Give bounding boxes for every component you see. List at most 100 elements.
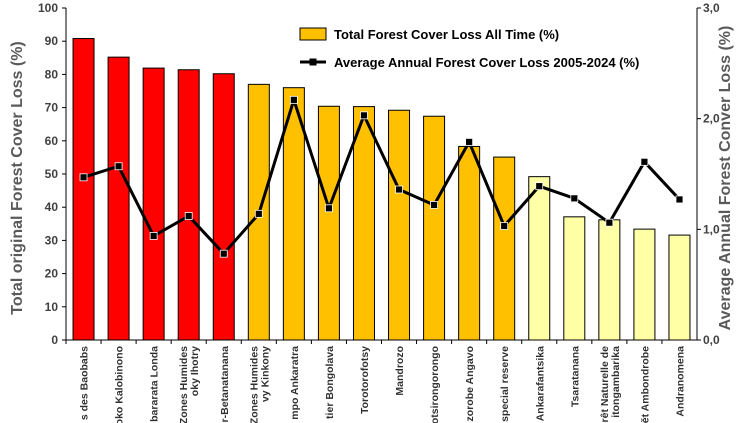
bar xyxy=(493,156,516,341)
bar xyxy=(352,106,375,341)
line-point xyxy=(79,173,88,182)
line-series xyxy=(79,95,684,258)
line-point xyxy=(570,194,579,203)
line-point xyxy=(254,209,263,218)
legend-bar-label: Total Forest Cover Loss All Time (%) xyxy=(334,27,559,42)
line-point xyxy=(500,222,509,230)
x-tick-label: mpo Ankaratra xyxy=(289,346,301,420)
x-tick-label-line: oky Ihotry xyxy=(189,346,201,396)
line-point xyxy=(675,195,684,204)
line-point xyxy=(149,232,158,240)
legend-line-marker xyxy=(309,58,317,66)
y-tick-label: 100 xyxy=(38,1,58,15)
x-tick-label: oko Kalobinono xyxy=(114,346,126,423)
x-tick-label: special reserve xyxy=(499,346,511,422)
x-tick-label-line: Andranomena xyxy=(674,346,686,417)
bar xyxy=(142,67,165,341)
y-tick-label: 10 xyxy=(45,300,59,314)
x-tick-label-line: Ankarafantsika xyxy=(534,346,546,421)
bar-group xyxy=(72,38,691,341)
y2-tick-label: 2,0 xyxy=(703,112,720,126)
legend: Total Forest Cover Loss All Time (%) Ave… xyxy=(299,27,639,70)
line-point xyxy=(640,157,649,166)
line-point xyxy=(535,182,544,191)
y2-tick-label: 1,0 xyxy=(703,222,720,236)
line-point xyxy=(114,162,123,171)
x-tick-label-line: Torotorofotsy xyxy=(359,346,371,414)
y-tick-label: 0 xyxy=(51,333,58,347)
bar xyxy=(177,69,200,341)
y-tick-label: 20 xyxy=(45,267,59,281)
x-tick-label-line: itongambarika xyxy=(610,346,622,418)
x-tick-label-line: Tsaratanana xyxy=(569,346,581,407)
y2-axis-ticks: 0,0 1,0 2,0 3,0 xyxy=(697,1,720,347)
x-axis-ticks: s des Baobabs oko Kalobinono bararata Lond… xyxy=(65,340,686,423)
line-path xyxy=(83,98,681,256)
x-tick-label-line: r-Betanatanana xyxy=(219,346,231,423)
bar xyxy=(633,228,656,341)
y-axis-label: Total original Forest Cover Loss (%) xyxy=(9,41,26,315)
bar xyxy=(317,105,340,341)
x-tick-label-line: otsirongorongo xyxy=(429,346,441,423)
x-tick-label: Andranomena xyxy=(674,346,686,417)
y-tick-label: 30 xyxy=(45,233,59,247)
line-point xyxy=(184,212,193,220)
bar xyxy=(528,176,551,341)
bar xyxy=(388,109,411,341)
y-tick-label: 50 xyxy=(45,167,59,181)
bar xyxy=(563,216,586,341)
x-tick-label-line: Zones Humides xyxy=(178,346,190,423)
x-tick-label: tier Bongolava xyxy=(324,346,336,419)
line-point xyxy=(360,111,368,120)
x-tick-label-line: oko Kalobinono xyxy=(114,346,126,423)
legend-line-label: Average Annual Forest Cover Loss 2005-20… xyxy=(334,55,639,70)
line-point xyxy=(605,218,614,227)
y-axis-ticks: 0 10 20 30 40 50 60 70 80 90 100 xyxy=(38,1,66,347)
y2-tick-label: 3,0 xyxy=(703,1,720,15)
x-tick-label: rêt Naturelle de itongambarika xyxy=(599,346,622,423)
line-point xyxy=(289,95,298,104)
y2-tick-label: 0,0 xyxy=(703,333,720,347)
x-tick-label: zorobe Angavo xyxy=(464,346,476,421)
x-tick-label-line: bararata Londa xyxy=(149,346,161,422)
x-tick-label: bararata Londa xyxy=(149,346,161,422)
y-tick-label: 60 xyxy=(45,134,59,148)
x-tick-label: Zones Humides vy Kinkony xyxy=(248,346,271,423)
y2-axis-label: Average Annual Forest Conver Loss (%) xyxy=(717,26,734,331)
line-point xyxy=(395,185,403,194)
x-tick-label-line: vy Kinkony xyxy=(259,346,271,402)
x-tick-label-line: mpo Ankaratra xyxy=(289,346,301,420)
bar xyxy=(212,73,235,341)
x-tick-label: Torotorofotsy xyxy=(359,346,371,414)
x-tick-label-line: ět Ambondrobe xyxy=(639,346,651,423)
x-tick-label-line: Mandrozo xyxy=(394,346,406,396)
x-tick-label-line: s des Baobabs xyxy=(79,346,91,420)
bar xyxy=(598,219,621,341)
bar xyxy=(72,38,95,341)
line-point xyxy=(325,204,333,213)
x-tick-label: otsirongorongo xyxy=(429,346,441,423)
x-tick-label: ět Ambondrobe xyxy=(639,346,651,423)
line-point xyxy=(430,201,438,209)
bar xyxy=(458,145,481,341)
line-point xyxy=(465,138,474,146)
x-tick-label-line: zorobe Angavo xyxy=(464,346,476,421)
x-tick-label: s des Baobabs xyxy=(79,346,91,420)
x-tick-label: Zones Humides oky Ihotry xyxy=(178,346,201,423)
bar xyxy=(107,56,130,341)
x-tick-label-line: tier Bongolava xyxy=(324,346,336,419)
y-tick-label: 40 xyxy=(45,200,59,214)
x-tick-label-line: rêt Naturelle de xyxy=(599,346,611,423)
y-tick-label: 90 xyxy=(45,34,59,48)
legend-bar-swatch xyxy=(299,27,327,41)
x-tick-label-line: special reserve xyxy=(499,346,511,422)
x-tick-label-line: Zones Humides xyxy=(248,346,260,423)
x-tick-label: Tsaratanana xyxy=(569,346,581,407)
x-tick-label: Ankarafantsika xyxy=(534,346,546,421)
x-tick-label: Mandrozo xyxy=(394,346,406,396)
y-tick-label: 80 xyxy=(45,67,59,81)
line-point xyxy=(219,249,228,258)
y-tick-label: 70 xyxy=(45,101,59,115)
bar xyxy=(423,115,446,341)
